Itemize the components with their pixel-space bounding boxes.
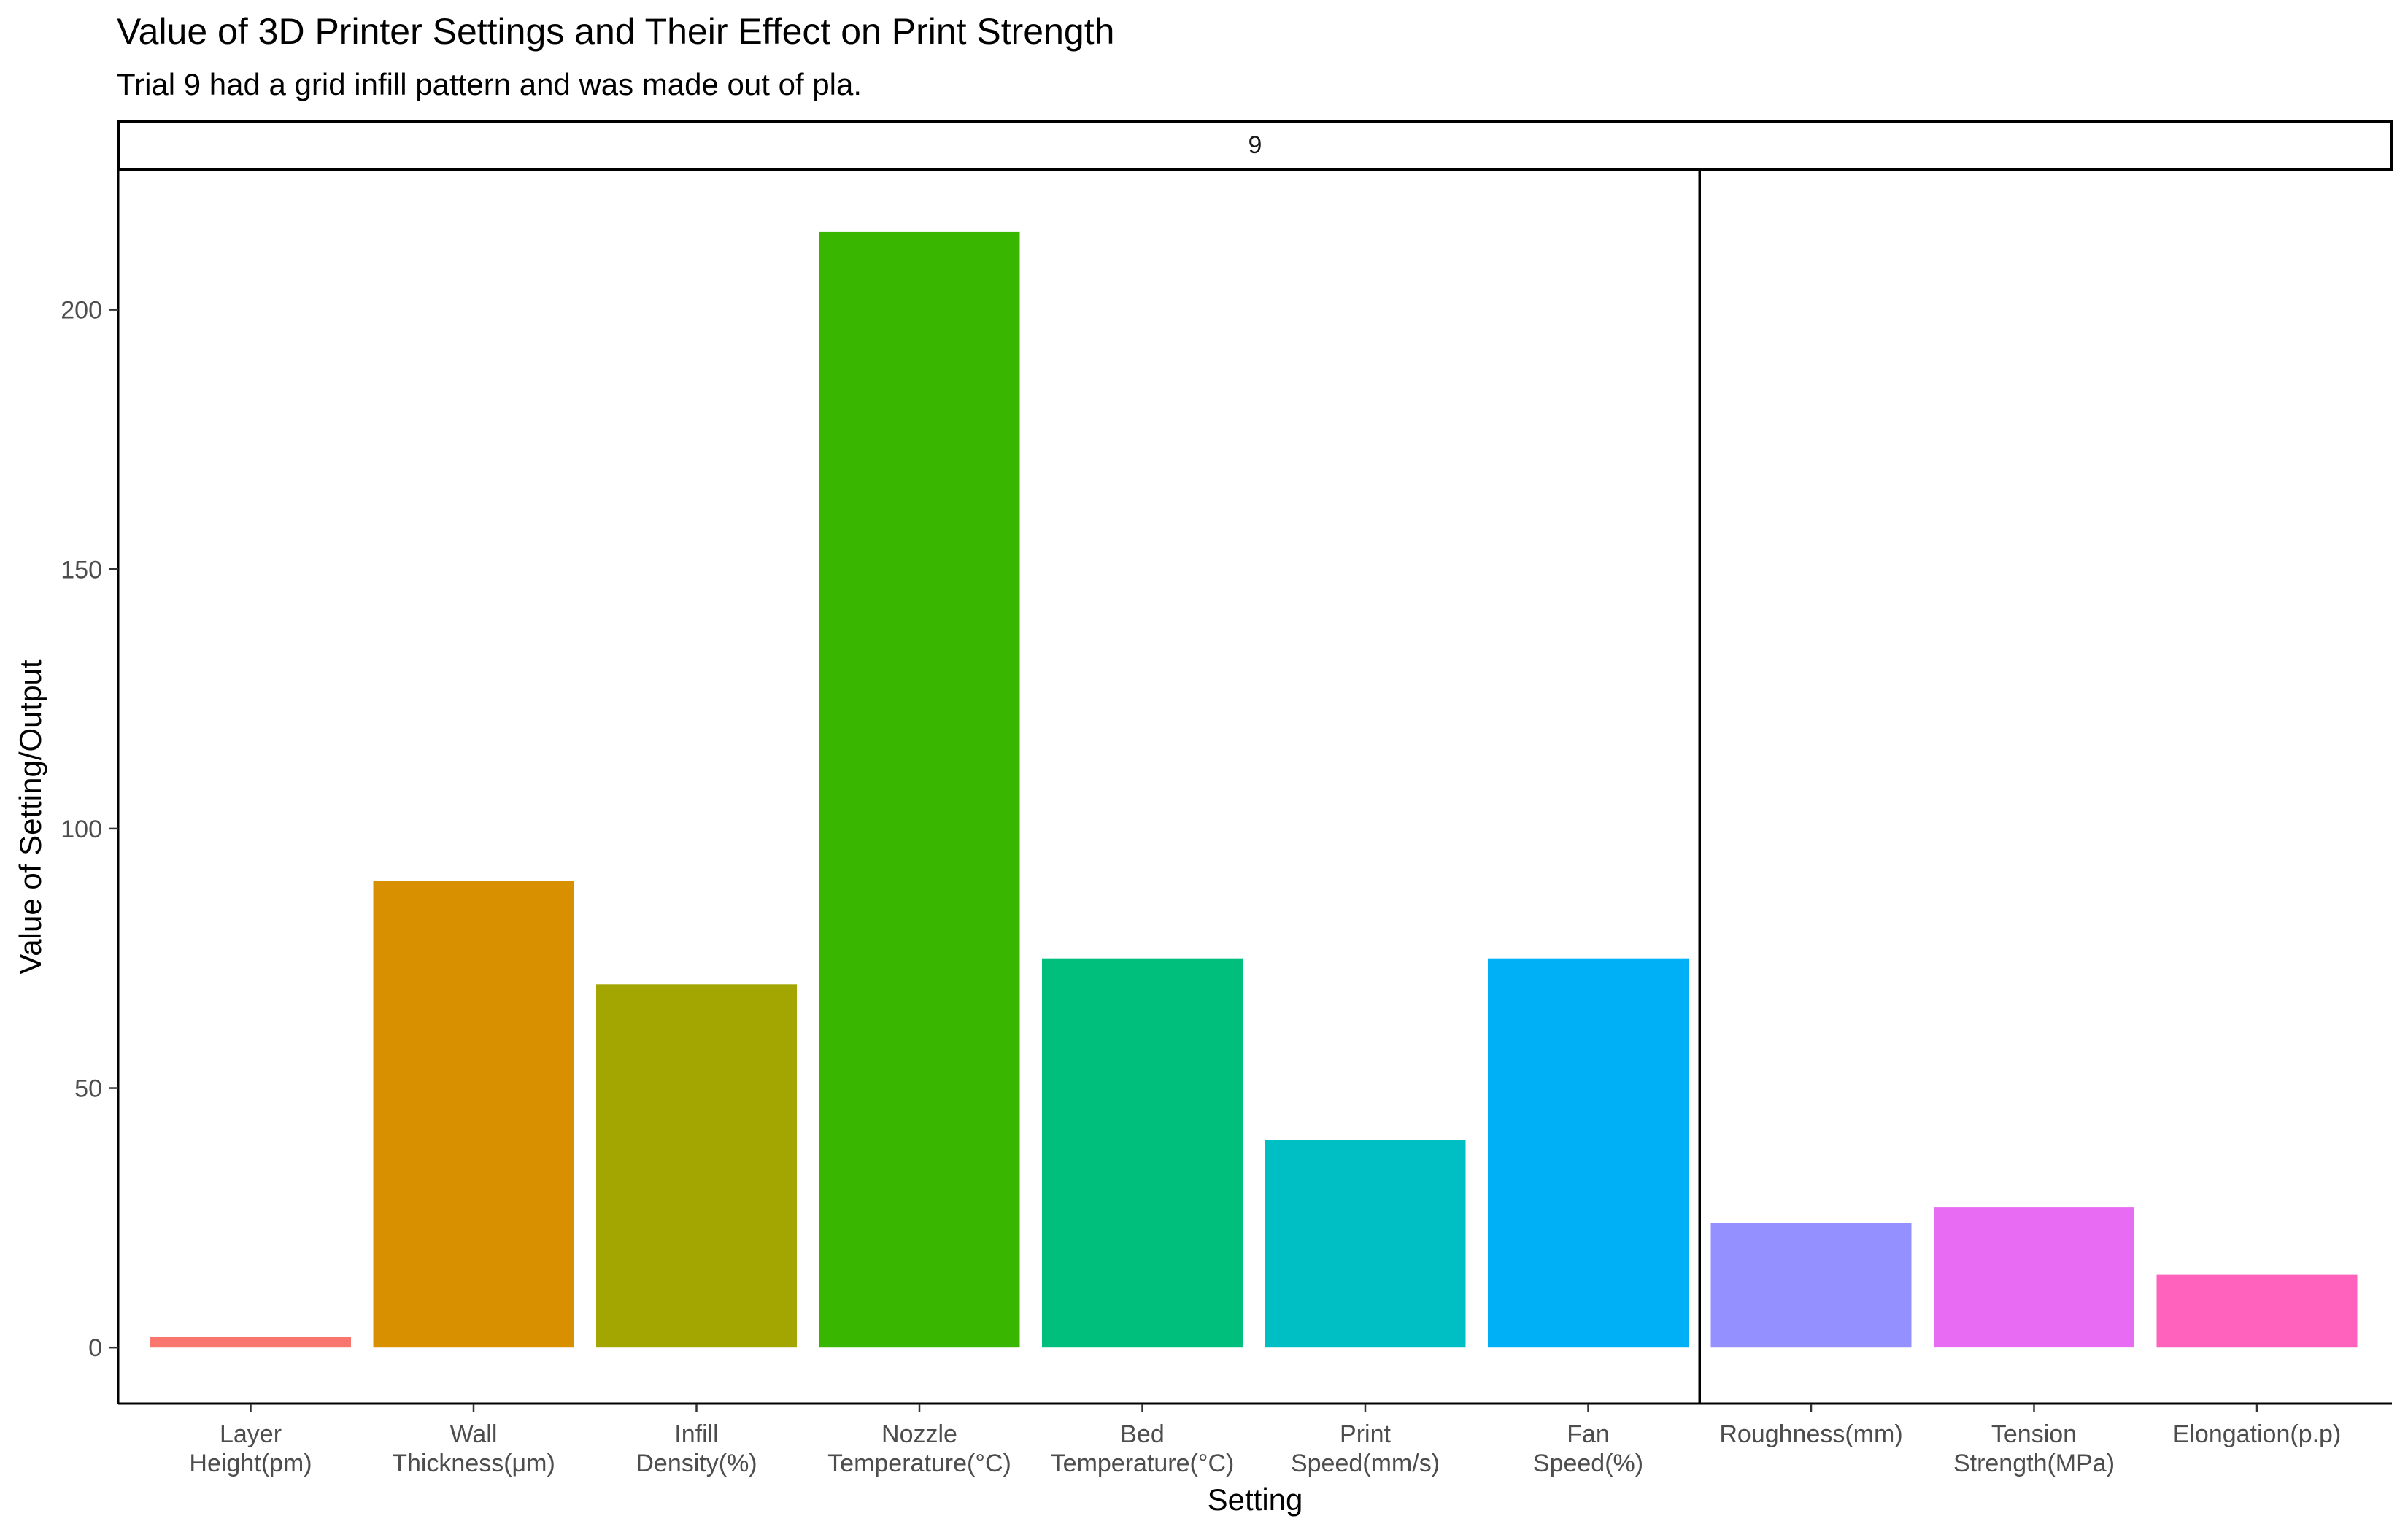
bar-elongation-p-p xyxy=(2156,1274,2358,1348)
x-tick-label: Infill Density(%) xyxy=(636,1420,757,1477)
x-tick-label: Wall Thickness(μm) xyxy=(392,1420,555,1477)
x-tick-label: Bed Temperature(°C) xyxy=(1051,1420,1235,1477)
bar-roughness-mm xyxy=(1710,1223,1912,1348)
y-axis-title: Value of Setting/Output xyxy=(13,659,47,975)
x-tick-label: Print Speed(mm/s) xyxy=(1291,1420,1440,1477)
y-tick-label: 200 xyxy=(61,297,102,325)
bar-fan-speed xyxy=(1488,958,1689,1348)
chart-title: Value of 3D Printer Settings and Their E… xyxy=(117,11,1114,52)
x-tick-label: Roughness(mm) xyxy=(1719,1420,1902,1448)
bar-infill-density xyxy=(596,984,797,1348)
y-tick-label: 150 xyxy=(61,556,102,584)
bar-bed-temperature-c xyxy=(1042,958,1243,1348)
x-tick-label: Tension Strength(MPa) xyxy=(1953,1420,2115,1477)
axes-layer xyxy=(117,171,2392,1405)
x-axis-title: Setting xyxy=(1208,1482,1303,1517)
x-tick-label: Elongation(p.p) xyxy=(2173,1420,2342,1448)
x-tick-label: Fan Speed(%) xyxy=(1533,1420,1643,1477)
y-tick-label: 0 xyxy=(88,1334,102,1362)
bars-layer xyxy=(150,231,2358,1348)
bar-tension-strength-mpa xyxy=(1934,1207,2134,1348)
facet-strip-label: 9 xyxy=(1249,131,1262,159)
bar-print-speed-mm-s xyxy=(1265,1140,1466,1348)
chart-subtitle: Trial 9 had a grid infill pattern and wa… xyxy=(117,67,862,101)
ticks-layer: Layer Height(pm) Wall Thickness(μm) Infill De… xyxy=(61,297,2341,1477)
x-tick-label: Layer Height(pm) xyxy=(189,1420,312,1477)
facet-strip xyxy=(117,120,2393,171)
bar-nozzle-temperature-c xyxy=(819,231,1020,1348)
x-tick-label: Nozzle Temperature(°C) xyxy=(827,1420,1011,1477)
bar-wall-thickness-m xyxy=(373,881,574,1348)
y-tick-label: 100 xyxy=(61,816,102,843)
bar-layer-height-pm xyxy=(150,1337,351,1348)
y-tick-label: 50 xyxy=(74,1075,102,1103)
